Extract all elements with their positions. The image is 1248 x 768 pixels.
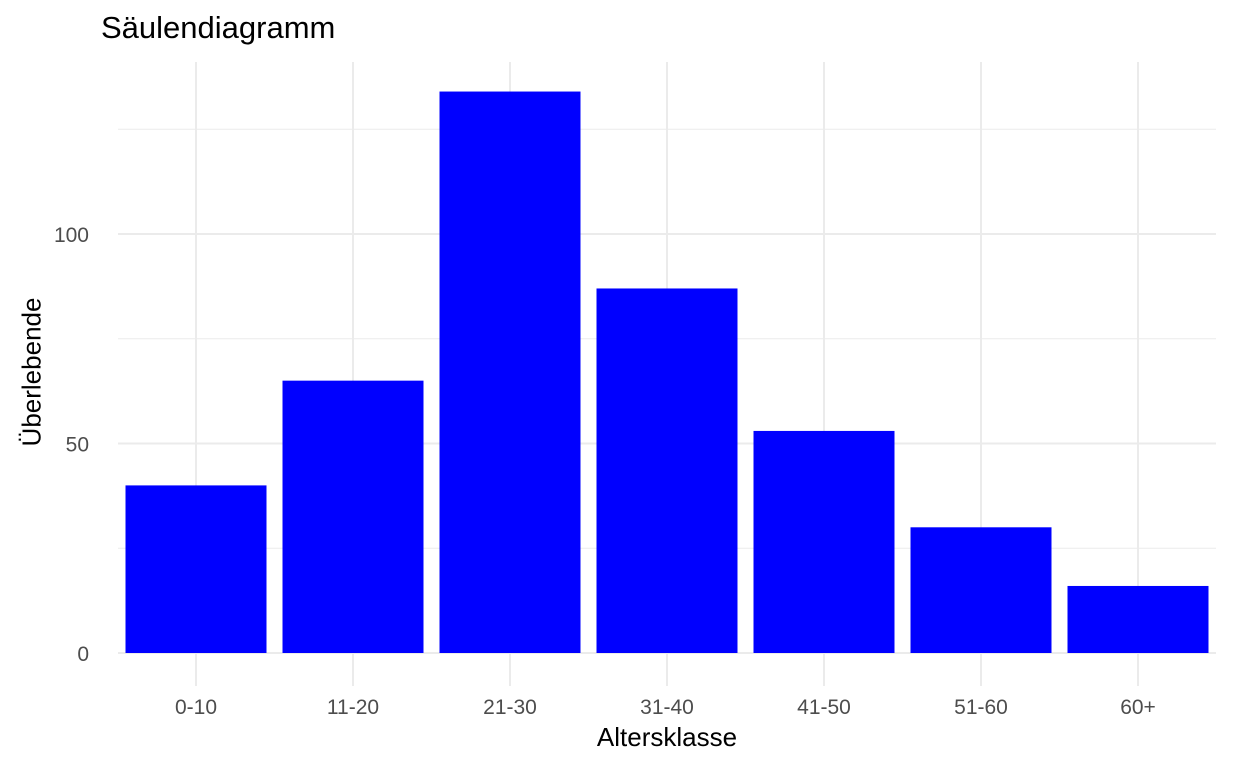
- x-tick-label: 31-40: [640, 696, 694, 719]
- x-tick-label: 11-20: [327, 696, 379, 719]
- x-axis-title: Altersklasse: [596, 722, 738, 752]
- bar-51-60: [910, 527, 1052, 653]
- x-tick-label: 60+: [1120, 696, 1156, 719]
- bar-60+: [1067, 585, 1209, 653]
- bar-41-50: [753, 430, 895, 653]
- chart-title: Säulendiagramm: [101, 10, 336, 45]
- bars: [125, 91, 1209, 654]
- bar-31-40: [596, 288, 738, 653]
- y-tick-label: 50: [66, 434, 89, 457]
- y-axis-ticks: 0 50 100: [54, 224, 89, 666]
- x-tick-label: 41-50: [797, 696, 851, 719]
- x-tick-label: 0-10: [175, 696, 217, 719]
- x-tick-label: 51-60: [954, 696, 1008, 719]
- y-tick-label: 0: [77, 643, 89, 666]
- bar-0-10: [125, 485, 267, 653]
- x-tick-label: 21-30: [483, 696, 537, 719]
- bar-21-30: [439, 91, 581, 654]
- bar-11-20: [282, 380, 424, 653]
- x-axis-ticks: 0-10 11-20 21-30 31-40 41-50 51-60 60+: [175, 696, 1156, 719]
- y-tick-label: 100: [54, 224, 89, 247]
